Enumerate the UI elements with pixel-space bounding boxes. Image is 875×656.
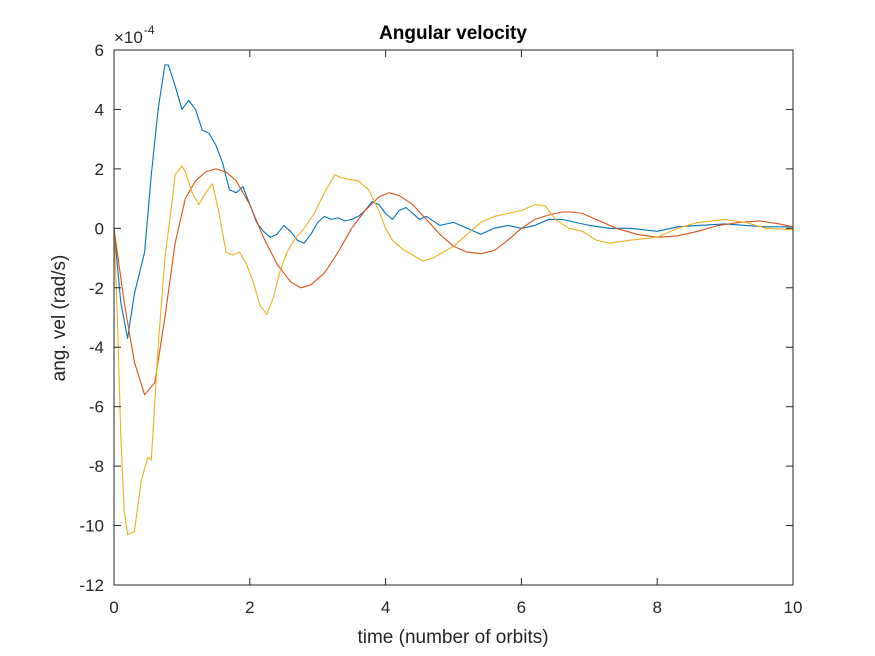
y-tick-label: -12	[79, 576, 104, 595]
axes-box	[113, 49, 794, 586]
series-line-2	[113, 168, 794, 396]
x-tick-label: 2	[245, 598, 254, 617]
x-tick-label: 8	[652, 598, 661, 617]
y-exponent-base: ×10	[114, 28, 143, 47]
y-tick-label: 6	[95, 41, 104, 60]
x-tick-label: 10	[784, 598, 803, 617]
y-exponent-power: -4	[144, 23, 155, 37]
y-tick-label: -8	[89, 457, 104, 476]
y-tick-label: 0	[95, 219, 104, 238]
x-tick-label: 0	[109, 598, 118, 617]
y-axis-label: ang. vel (rad/s)	[49, 255, 70, 382]
y-ticks: -12 -10 -8 -6 -4 -2 0 2 4 6	[79, 41, 793, 595]
plot-area	[114, 50, 793, 585]
y-tick-label: 2	[95, 160, 104, 179]
series-line-3	[113, 165, 794, 536]
x-tick-label: 4	[381, 598, 390, 617]
y-tick-label: 4	[95, 100, 104, 119]
y-tick-label: -6	[89, 398, 104, 417]
y-tick-label: -4	[89, 338, 104, 357]
chart-title: Angular velocity	[379, 23, 527, 44]
x-ticks: 0 2 4 6 8 10	[109, 50, 802, 617]
x-tick-label: 6	[517, 598, 526, 617]
x-axis-label: time (number of orbits)	[357, 627, 548, 648]
series-layer	[113, 64, 794, 536]
series-line-1	[113, 64, 793, 339]
y-tick-label: -2	[89, 279, 104, 298]
y-tick-label: -10	[79, 517, 104, 536]
